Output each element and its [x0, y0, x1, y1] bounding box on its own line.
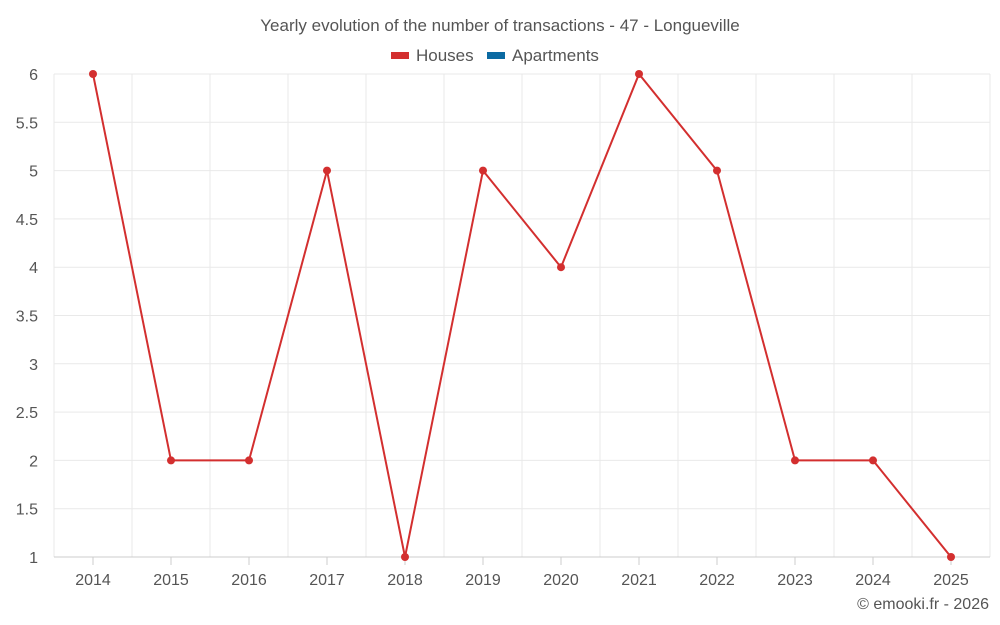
legend-swatch-apartments — [487, 52, 505, 59]
legend-item-houses[interactable]: Houses — [391, 46, 474, 65]
x-tick-label: 2023 — [777, 572, 813, 589]
x-tick-label: 2024 — [855, 572, 891, 589]
series-houses — [89, 70, 955, 561]
x-tick-label: 2016 — [231, 572, 267, 589]
x-tick-label: 2021 — [621, 572, 657, 589]
grid — [53, 73, 991, 558]
y-tick-label: 3 — [29, 357, 38, 374]
legend-label-houses: Houses — [416, 46, 474, 65]
y-tick-label: 4 — [29, 260, 38, 277]
data-point-houses[interactable] — [245, 456, 253, 465]
x-tick-label: 2018 — [387, 572, 423, 589]
x-tick-label: 2022 — [699, 572, 735, 589]
data-point-houses[interactable] — [869, 456, 877, 465]
y-tick-label: 3.5 — [16, 309, 38, 326]
y-tick-label: 1.5 — [16, 502, 38, 519]
data-point-houses[interactable] — [713, 166, 721, 175]
data-point-houses[interactable] — [947, 553, 955, 561]
data-point-houses[interactable] — [89, 70, 97, 78]
y-tick-label: 1 — [29, 550, 38, 567]
y-tick-label: 2.5 — [16, 405, 38, 422]
data-point-houses[interactable] — [167, 456, 175, 465]
data-point-houses[interactable] — [323, 166, 331, 175]
legend-item-apartments[interactable]: Apartments — [487, 46, 599, 65]
x-tick-label: 2017 — [309, 572, 345, 589]
x-tick-label: 2014 — [75, 572, 111, 589]
y-tick-label: 5 — [29, 164, 38, 181]
x-axis-ticks: 2014 2015 2016 2017 2018 2019 2020 2021 2022 2023… — [75, 557, 969, 589]
data-point-houses[interactable] — [479, 166, 487, 175]
legend: Houses Apartments — [391, 46, 599, 65]
y-tick-label: 4.5 — [16, 212, 38, 229]
x-tick-label: 2025 — [933, 572, 969, 589]
legend-swatch-houses — [391, 52, 409, 59]
x-tick-label: 2015 — [153, 572, 189, 589]
y-tick-label: 2 — [29, 453, 38, 470]
chart-title: Yearly evolution of the number of transa… — [260, 16, 739, 35]
data-point-houses[interactable] — [791, 456, 799, 465]
data-point-houses[interactable] — [557, 263, 565, 272]
x-tick-label: 2019 — [465, 572, 501, 589]
series-line-houses — [92, 73, 952, 558]
data-point-houses[interactable] — [635, 70, 643, 78]
legend-label-apartments: Apartments — [512, 46, 599, 65]
y-tick-label: 6 — [29, 67, 38, 84]
y-tick-label: 5.5 — [16, 115, 38, 132]
x-tick-label: 2020 — [543, 572, 579, 589]
credit-text: © emooki.fr - 2026 — [857, 596, 989, 613]
data-point-houses[interactable] — [401, 553, 409, 561]
y-axis-ticks: 1 1.5 2 2.5 3 3.5 4 4.5 5 5.5 6 — [16, 67, 38, 567]
